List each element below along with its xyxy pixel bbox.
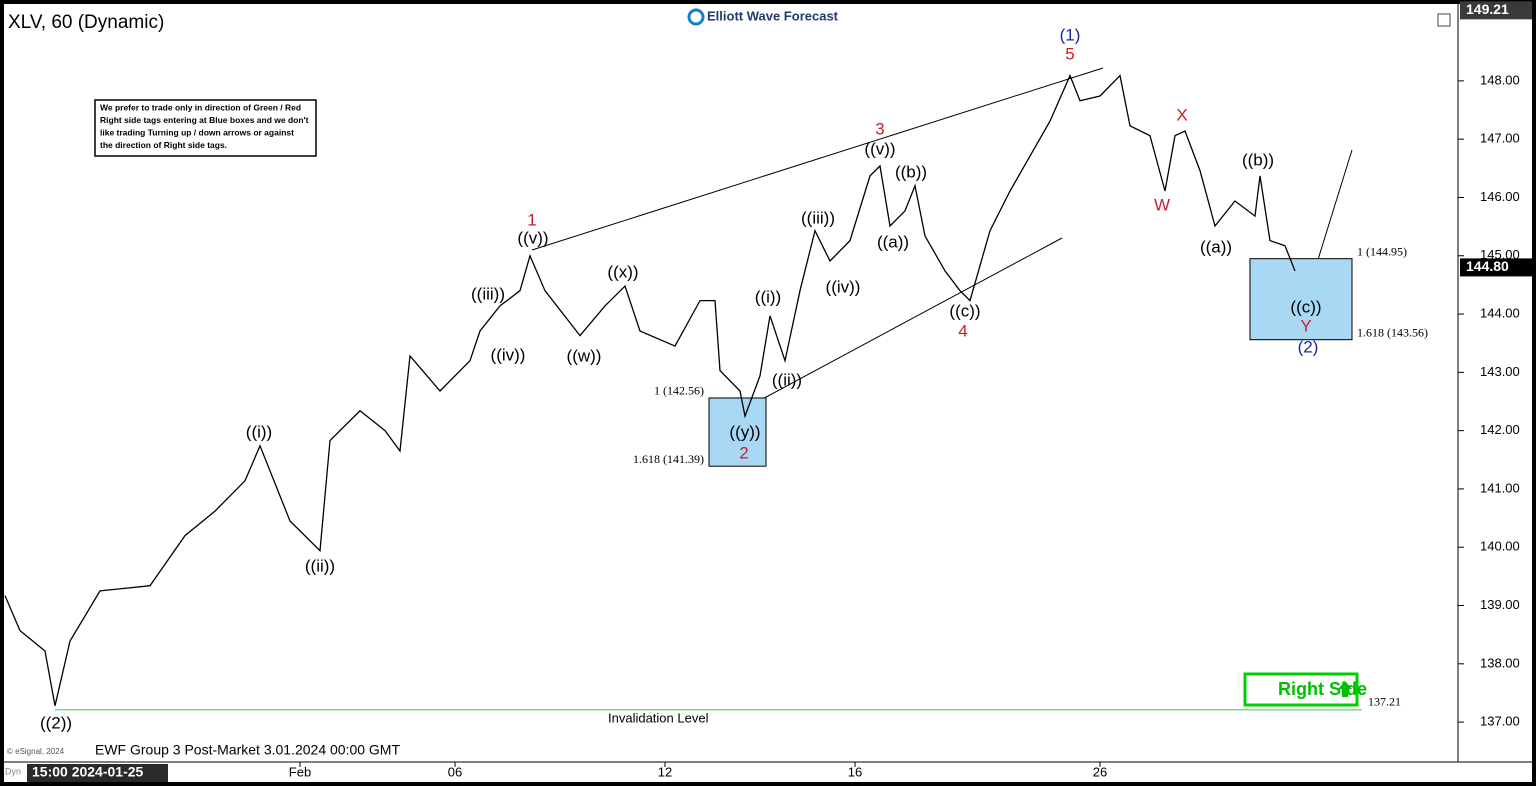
y-tick-label: 148.00 (1480, 72, 1520, 87)
x-tick-label: 26 (1093, 764, 1107, 779)
y-tick-label: 137.00 (1480, 714, 1520, 729)
wave-label: ((y)) (729, 422, 760, 441)
note-line: the direction of Right side tags. (100, 140, 227, 150)
wave-label: X (1176, 105, 1187, 124)
y-tick-label: 139.00 (1480, 597, 1520, 612)
note-line: like trading Turning up / down arrows or… (100, 127, 294, 137)
wave-label: ((2)) (40, 713, 72, 732)
wave-label: Y (1300, 316, 1311, 335)
x-tick-label: 12 (658, 764, 672, 779)
zone-top-label: 1 (142.56) (654, 384, 704, 398)
last-price-badge (1460, 258, 1532, 277)
zone-bottom-label: 1.618 (143.56) (1357, 325, 1428, 339)
wave-label: ((iii)) (471, 284, 505, 303)
wave-label: 1 (527, 210, 536, 229)
trendline (741, 237, 1063, 411)
wave-label: ((v)) (517, 228, 548, 247)
wave-label: (1) (1060, 25, 1081, 44)
y-tick-label: 141.00 (1480, 480, 1520, 495)
wave-label: ((iii)) (801, 208, 835, 227)
logo-icon (687, 8, 705, 26)
wave-label: ((i)) (755, 287, 781, 306)
zone-top-label: 1 (144.95) (1357, 244, 1407, 258)
wave-label: ((iv)) (826, 277, 861, 296)
wave-label: ((ii)) (305, 556, 335, 575)
y-tick-label: 144.00 (1480, 305, 1520, 320)
wave-label: ((v)) (864, 139, 895, 158)
wave-label: 2 (739, 443, 748, 462)
target-zone (708, 397, 767, 467)
right-side-arrow (1338, 681, 1352, 697)
corner-label: Dyn (5, 766, 21, 776)
target-zone (1249, 258, 1353, 341)
top-price-badge (1460, 1, 1532, 20)
trendline (531, 67, 1104, 251)
y-tick-label: 143.00 (1480, 364, 1520, 379)
y-tick-label: 142.00 (1480, 422, 1520, 437)
wave-label: 5 (1065, 44, 1074, 63)
logo: Elliott Wave Forecast (707, 8, 839, 23)
wave-label: W (1154, 195, 1170, 214)
wave-label: ((b)) (895, 162, 927, 181)
wave-label: ((ii)) (772, 370, 802, 389)
cursor-label: 15:00 2024-01-25 (32, 764, 144, 780)
x-tick-label: 06 (448, 764, 462, 779)
window-icon (1437, 13, 1451, 27)
note-box (94, 99, 317, 157)
chart-title: XLV, 60 (Dynamic) (8, 12, 164, 33)
wave-label: ((c)) (949, 301, 980, 320)
note-line: We prefer to trade only in direction of … (100, 102, 301, 112)
wave-label: ((c)) (1290, 297, 1321, 316)
wave-label: ((a)) (877, 232, 909, 251)
x-tick-label: Feb (289, 764, 311, 779)
y-tick-label: 140.00 (1480, 539, 1520, 554)
price-line (4, 73, 1296, 706)
footer: EWF Group 3 Post-Market 3.01.2024 00:00 … (95, 742, 400, 758)
wave-label: ((b)) (1242, 150, 1274, 169)
wave-label: ((iv)) (491, 345, 526, 364)
wave-label: ((x)) (607, 262, 638, 281)
wave-label: ((a)) (1200, 237, 1232, 256)
last-price-label: 144.80 (1466, 258, 1509, 274)
right-side-box (1243, 672, 1359, 707)
y-tick-label: 147.00 (1480, 131, 1520, 146)
copyright: © eSignal, 2024 (7, 747, 65, 756)
wave-label: ((i)) (246, 422, 272, 441)
wave-label: 3 (875, 119, 884, 138)
top-price-label: 149.21 (1466, 1, 1509, 17)
wave-label: 4 (958, 321, 967, 340)
wave-label: (2) (1298, 337, 1319, 356)
y-tick-label: 138.00 (1480, 655, 1520, 670)
cursor-box (27, 764, 168, 782)
wave-label: ((w)) (567, 346, 602, 365)
note-line: Right side tags entering at Blue boxes a… (100, 115, 309, 125)
invalidation-value: 137.21 (1368, 695, 1401, 709)
invalidation-label: Invalidation Level (608, 710, 709, 725)
zone-bottom-label: 1.618 (141.39) (633, 452, 704, 466)
y-tick-label: 146.00 (1480, 189, 1520, 204)
x-tick-label: 16 (848, 764, 862, 779)
right-side-label: Right Side (1278, 679, 1367, 699)
